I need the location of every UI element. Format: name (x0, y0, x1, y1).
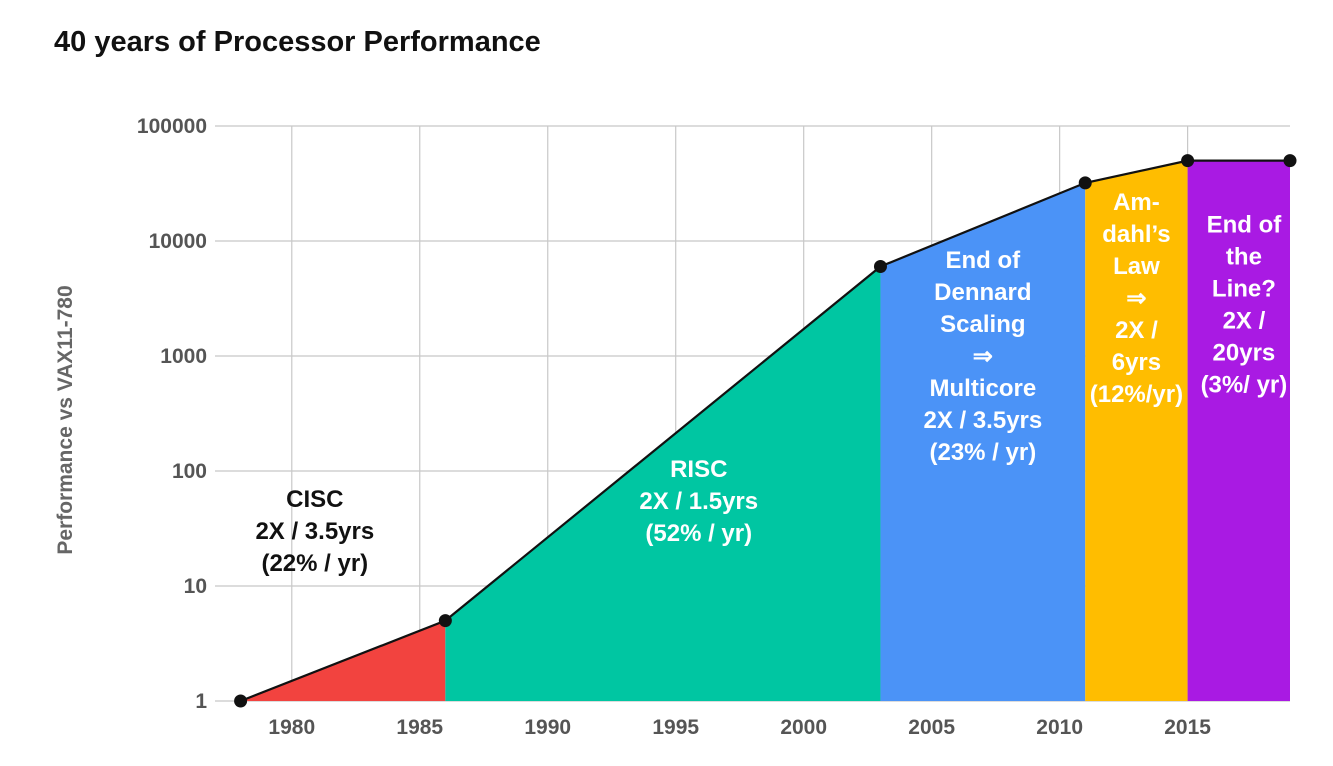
era-label-4: Am-dahl’s Law ⇒ 2X / 6yrs (12%/yr) (1090, 189, 1183, 408)
x-tick-label: 2005 (908, 716, 955, 739)
x-axis-ticks: 1980 1985 1990 1995 2000 2005 2010 2015 (268, 716, 1211, 739)
x-tick-label: 2000 (780, 716, 827, 739)
era-area-2 (445, 266, 881, 701)
era-label-line: (3%/ yr) (1201, 372, 1288, 399)
era-label-line: 2X / 3.5yrs (923, 407, 1042, 434)
era-label-line: Scaling (940, 311, 1025, 338)
era-label-line: (23% / yr) (929, 439, 1036, 466)
y-tick-label: 10000 (149, 230, 207, 253)
x-tick-label: 1980 (268, 716, 315, 739)
era-label-line: (52% / yr) (645, 520, 752, 547)
era-label-line: Multicore (930, 375, 1037, 402)
era-label-line: CISC (286, 486, 343, 513)
era-labels: CISC 2X / 3.5yrs (22% / yr) RISC 2X / 1.5yrs… (255, 189, 1287, 577)
era-label-line: 20yrs (1213, 340, 1276, 367)
era-label-line: 2X / 3.5yrs (255, 518, 374, 545)
era-label-3: End of Dennard Scaling ⇒ Multicore 2X / 3.5yr… (923, 247, 1042, 466)
era-area-5 (1187, 160, 1290, 701)
era-label-line: 6yrs (1112, 349, 1161, 376)
era-label-line: the (1226, 244, 1262, 271)
x-tick-label: 2015 (1164, 716, 1211, 739)
era-label-line: (12%/yr) (1090, 381, 1183, 408)
era-label-2: RISC 2X / 1.5yrs (52% / yr) (639, 456, 758, 547)
y-axis-ticks: 1 10 100 1000 10000 100000 (137, 115, 207, 713)
y-axis-label: Performance vs VAX11-780 (54, 285, 77, 554)
era-label-line: 2X / (1223, 308, 1266, 335)
y-tick-label: 10 (184, 575, 207, 598)
era-label-line: RISC (670, 456, 727, 483)
data-point-5 (1181, 154, 1195, 168)
era-area-3 (880, 182, 1086, 702)
x-tick-label: 1985 (396, 716, 443, 739)
x-tick-label: 1995 (652, 716, 699, 739)
data-point-4 (1078, 176, 1092, 190)
era-label-line: Line? (1212, 276, 1276, 303)
era-label-1: CISC 2X / 3.5yrs (22% / yr) (255, 486, 374, 577)
data-point-3 (873, 260, 887, 274)
era-label-line: 2X / (1115, 317, 1158, 344)
performance-line (240, 159, 1290, 703)
era-label-line: End of (1207, 212, 1283, 239)
performance-line-path (240, 159, 1290, 703)
data-point-1 (234, 694, 248, 708)
era-label-line: 2X / 1.5yrs (639, 488, 758, 515)
chart-title: 40 years of Processor Performance (54, 26, 541, 58)
era-label-line: Dennard (934, 279, 1031, 306)
y-tick-label: 100000 (137, 115, 207, 138)
y-tick-label: 1 (195, 690, 207, 713)
data-point-6 (1283, 154, 1297, 168)
era-label-line: (22% / yr) (261, 550, 368, 577)
era-label-line: End of (946, 247, 1022, 274)
era-label-line: Law (1113, 253, 1160, 280)
era-label-line: dahl’s (1102, 221, 1170, 248)
x-tick-label: 1990 (524, 716, 571, 739)
era-area-4 (1085, 160, 1188, 701)
era-label-5: End of the Line? 2X / 20yrs (3%/ yr) (1201, 212, 1288, 399)
data-point-2 (438, 614, 452, 628)
era-label-line: Am- (1113, 189, 1160, 216)
era-areas (240, 160, 1290, 702)
y-tick-label: 100 (172, 460, 207, 483)
x-tick-label: 2010 (1036, 716, 1083, 739)
era-label-line: ⇒ (1126, 285, 1146, 312)
data-points (234, 154, 1297, 708)
era-label-line: ⇒ (973, 343, 993, 370)
y-tick-label: 1000 (160, 345, 207, 368)
